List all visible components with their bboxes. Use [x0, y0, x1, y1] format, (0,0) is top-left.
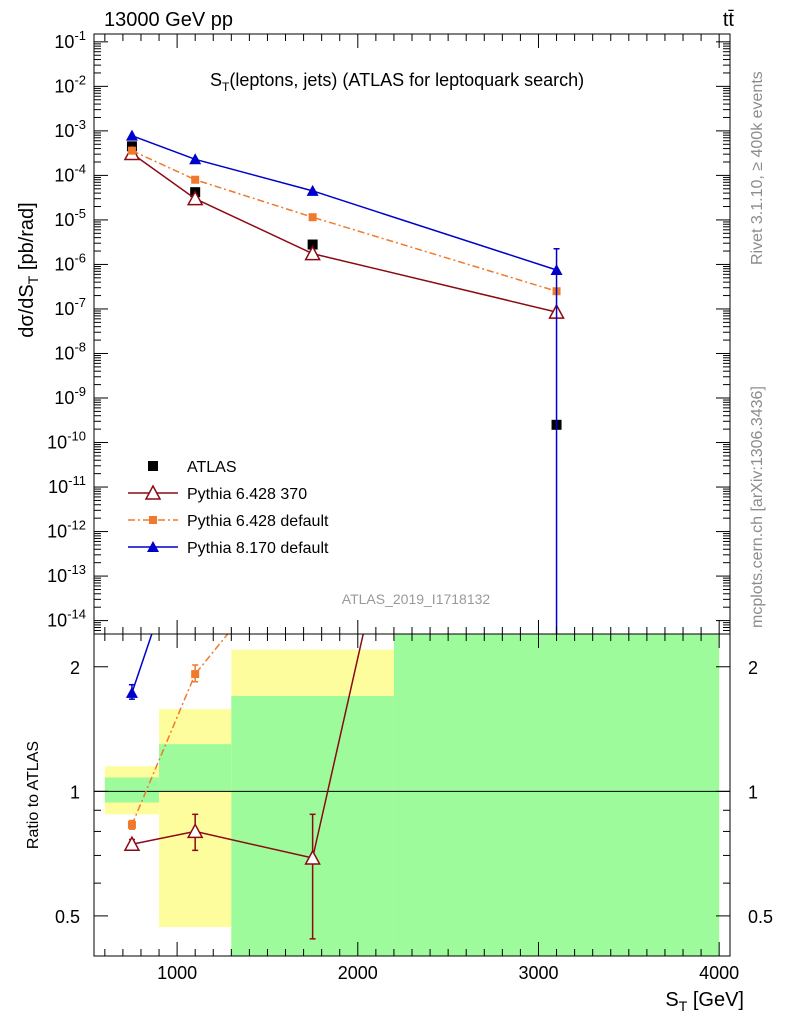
ratio-axis-ticks — [94, 634, 730, 957]
main-y-tick-label: 10-3 — [54, 117, 86, 141]
series-p6_default — [127, 146, 561, 296]
main-y-tick-label: 10-9 — [54, 384, 86, 408]
series-line-p6_370 — [131, 152, 557, 313]
ratio-series-p8_default — [125, 634, 153, 700]
data-point-p8_default — [125, 129, 138, 141]
series-atlas — [126, 141, 562, 430]
ratio-plot-panel: 1000 2000 3000 4000 0.5 0.5 1 1 2 2 Ratio to ATLA… — [25, 633, 773, 1014]
legend-marker-p8_default — [147, 541, 159, 552]
ratio-line-p8_default — [131, 634, 153, 694]
legend-marker-p6_default — [149, 516, 157, 524]
main-y-axis-label: dσ/dST [pb/rad] — [16, 202, 41, 337]
legend-marker-atlas — [148, 461, 158, 471]
legend-marker-p6_370 — [144, 484, 162, 500]
band-inner — [393, 634, 720, 956]
main-y-tick-label: 10-13 — [47, 562, 86, 586]
legend-entry-p8_default: Pythia 8.170 default — [128, 540, 329, 557]
main-y-tick-label: 10-11 — [48, 473, 86, 497]
ratio-y-tick-label-right: 1 — [748, 782, 758, 802]
data-point-p8_default — [550, 264, 563, 276]
ratio-line-p6_370 — [131, 634, 364, 859]
main-y-tick-label: 10-1 — [54, 28, 86, 52]
header-right: tt̄ — [723, 9, 735, 31]
series-p6_370 — [123, 144, 565, 319]
x-tick-label: 2000 — [338, 963, 378, 983]
series-line-p6_default — [131, 149, 557, 292]
analysis-watermark: ATLAS_2019_I1718132 — [342, 591, 491, 607]
ratio-y-tick-label-right: 0.5 — [748, 907, 773, 927]
band-inner — [159, 744, 232, 792]
ratio-tick-labels: 1000 2000 3000 4000 0.5 0.5 1 1 2 2 — [55, 658, 773, 983]
main-plot-panel: 10-1 10-2 10-3 10-4 10-5 10-6 10-7 10-8 10-9 10-1… — [16, 28, 731, 635]
data-point-p6_default — [191, 175, 200, 184]
legend-label-p8_default: Pythia 8.170 default — [187, 540, 329, 557]
legend-entry-atlas: ATLAS — [148, 459, 237, 476]
ratio-line-p6_default — [131, 634, 229, 826]
ratio-point-p6_370 — [123, 835, 141, 851]
main-series-layer — [123, 129, 565, 634]
main-y-tick-label: 10-8 — [54, 339, 86, 363]
ratio-y-axis-label: Ratio to ATLAS — [25, 741, 42, 849]
ratio-series-layer — [123, 634, 364, 940]
data-point-p6_default — [127, 146, 136, 155]
main-y-tick-label: 10-14 — [47, 607, 86, 631]
main-axis-ticks — [94, 34, 730, 635]
main-y-tick-labels: 10-1 10-2 10-3 10-4 10-5 10-6 10-7 10-8 10-9 10-1… — [47, 28, 86, 631]
main-y-tick-label: 10-2 — [54, 72, 86, 96]
ratio-point-p6_default — [191, 670, 200, 679]
main-y-tick-label: 10-10 — [47, 429, 86, 453]
legend-label-p6_370: Pythia 6.428 370 — [187, 486, 307, 503]
main-y-tick-label: 10-4 — [54, 161, 86, 185]
legend: ATLAS Pythia 6.428 370 Pythia 6.428 defaul… — [128, 459, 329, 557]
rivet-label: Rivet 3.1.10, ≥ 400k events — [749, 71, 766, 265]
legend-entry-p6_370: Pythia 6.428 370 — [128, 484, 307, 503]
x-tick-label: 4000 — [699, 963, 739, 983]
data-point-p6_default — [308, 213, 317, 222]
x-tick-label: 3000 — [518, 963, 558, 983]
ratio-series-p6_370 — [123, 634, 364, 940]
ratio-uncertainty-bands — [104, 634, 720, 956]
ratio-y-tick-label: 1 — [70, 782, 80, 802]
ratio-point-p6_370 — [304, 849, 321, 865]
data-point-p6_370 — [304, 245, 321, 261]
ratio-y-tick-label: 2 — [70, 658, 80, 678]
data-point-p6_370 — [186, 190, 204, 206]
ratio-point-p6_370 — [186, 822, 204, 839]
ratio-point-p8_default — [125, 686, 138, 698]
data-point-p8_default — [306, 184, 319, 196]
data-point-atlas — [307, 239, 318, 250]
main-title: ST(leptons, jets) (ATLAS for leptoquark … — [210, 70, 584, 94]
series-line-p8_default — [131, 134, 557, 271]
series-p8_default — [125, 129, 563, 634]
ratio-y-tick-label-right: 2 — [748, 658, 758, 678]
ratio-y-tick-label: 0.5 — [55, 907, 80, 927]
ratio-series-p6_default — [127, 634, 229, 830]
main-y-tick-label: 10-5 — [54, 206, 86, 230]
x-tick-label: 1000 — [157, 963, 197, 983]
mcplots-label: mcplots.cern.ch [arXiv:1306.3436] — [749, 386, 766, 628]
header-left: 13000 GeV pp — [104, 9, 233, 31]
main-y-tick-label: 10-6 — [54, 250, 86, 274]
legend-label-p6_default: Pythia 6.428 default — [187, 513, 329, 530]
main-y-tick-label: 10-7 — [54, 295, 86, 319]
legend-label-atlas: ATLAS — [187, 459, 237, 476]
data-point-p8_default — [189, 153, 202, 165]
ratio-point-p6_default — [127, 820, 136, 829]
x-axis-label: ST [GeV] — [665, 989, 744, 1014]
legend-entry-p6_default: Pythia 6.428 default — [128, 513, 329, 530]
main-y-tick-label: 10-12 — [47, 518, 86, 542]
